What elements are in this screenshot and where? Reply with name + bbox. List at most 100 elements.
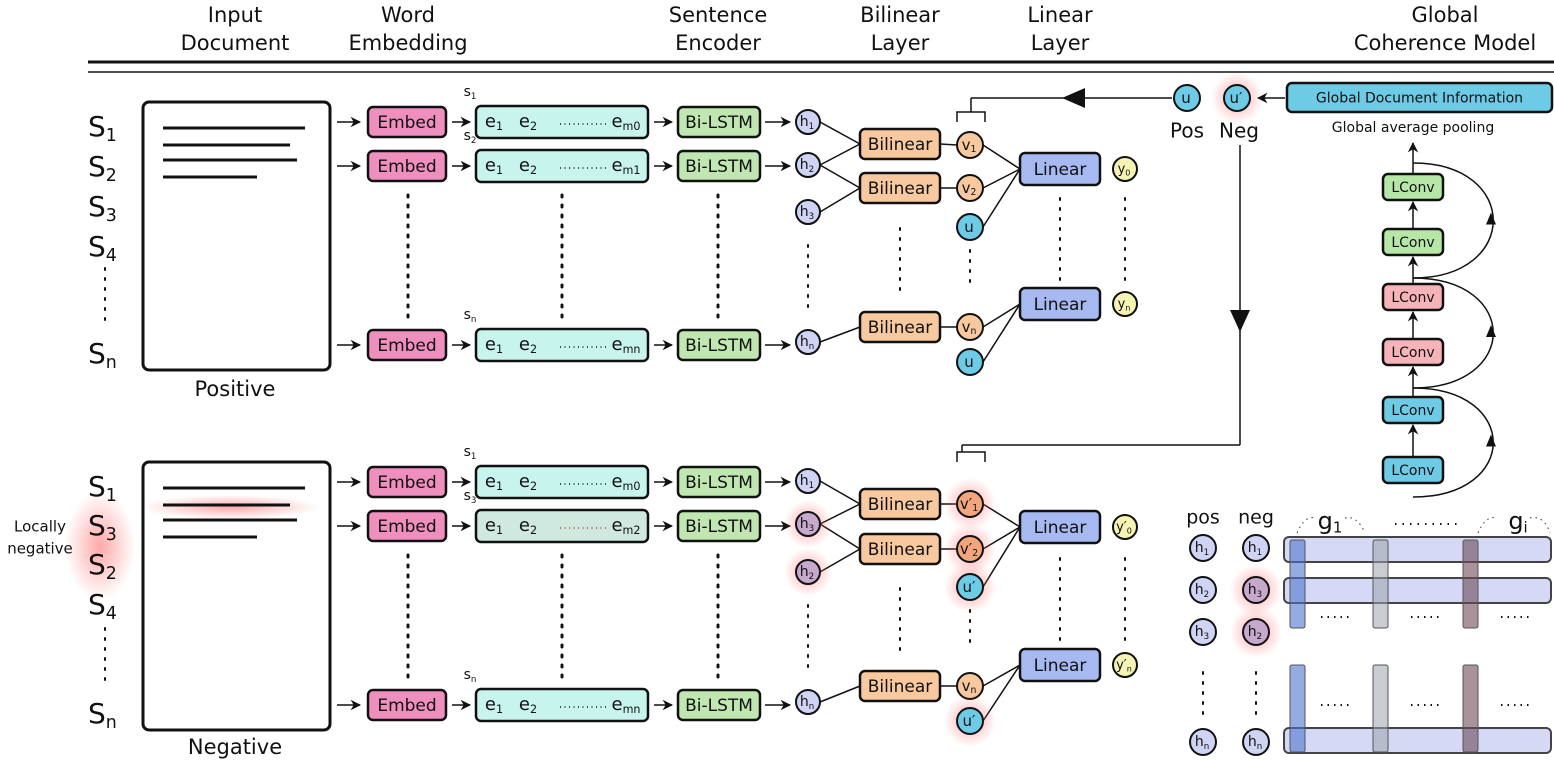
- negative-local-negative-glow: [65, 491, 135, 601]
- column-header-3-line-0: Bilinear: [860, 3, 940, 27]
- positive-v-node-label: v2: [962, 179, 977, 198]
- negative-token-e2-base: e: [519, 515, 530, 536]
- positive-token-em-base: e: [611, 155, 622, 176]
- lconv-box-1: LConv: [1381, 227, 1445, 257]
- positive-v-node: [956, 174, 984, 202]
- negative-v-node-label: v′1: [960, 495, 978, 514]
- positive-token-e2-subscript: 2: [530, 164, 537, 177]
- neg-hidden-node-label-base: h: [1248, 734, 1257, 750]
- feature-row-bar: [1283, 727, 1552, 754]
- negative-v-node-label-base: u′: [963, 578, 977, 596]
- negative-embed-box: Embed: [366, 509, 448, 543]
- positive-hidden-node-label-subscript: 3: [809, 211, 815, 221]
- positive-token-em-subscript: m0: [623, 120, 641, 133]
- group-g1-label-base: g: [1318, 507, 1333, 535]
- positive-sentence-tag: s1: [464, 84, 477, 101]
- positive-token-em-base: e: [611, 334, 622, 355]
- negative-token-e2-subscript: 2: [530, 703, 537, 716]
- negative-output-node: [1112, 514, 1138, 540]
- positive-sentence-tag: s2: [464, 128, 477, 145]
- positive-bilstm-box: Bi-LSTM: [676, 149, 762, 183]
- negative-bilstm-box-label: Bi-LSTM: [685, 696, 753, 716]
- pos-global-node-label: u: [1181, 89, 1191, 107]
- pos-hidden-node-label-subscript: 2: [1204, 589, 1210, 599]
- negative-embed-box-box: [366, 465, 448, 499]
- global-document-information-box: Global Document Information: [1285, 81, 1554, 114]
- positive-bilstm-box-label: Bi-LSTM: [685, 157, 753, 177]
- lconv-box-3-label: LConv: [1391, 345, 1434, 361]
- positive-v-node-label-base: v: [962, 136, 971, 154]
- negative-output-node-label-subscript: 0: [1127, 526, 1132, 535]
- skip-arrow-icon: [1486, 434, 1496, 447]
- positive-sentence-0: S1: [88, 110, 117, 146]
- negative-linear-box-label: Linear: [1034, 656, 1087, 676]
- negative-bilinear-box-label: Bilinear: [868, 495, 932, 515]
- positive-embed-box-label: Embed: [377, 157, 436, 177]
- positive-sentence-4: Sn: [88, 337, 117, 373]
- neg-hidden-node-label-subscript: 1: [1257, 547, 1263, 557]
- negative-bilinear-box: Bilinear: [858, 669, 942, 703]
- positive-token-e2-base: e: [519, 155, 530, 176]
- positive-sentence-2-subscript: 3: [106, 206, 117, 226]
- negative-bilinear-box-label: Bilinear: [868, 540, 932, 560]
- positive-v-linear-edge: [982, 303, 1021, 328]
- lconv-box-2-label: LConv: [1391, 290, 1434, 306]
- positive-embed-box-box: [366, 328, 448, 362]
- negative-bilstm-box-label: Bi-LSTM: [685, 517, 753, 537]
- positive-sentence-tag-subscript: 1: [471, 91, 477, 101]
- group-g1-label: g1: [1318, 507, 1343, 537]
- positive-v-node-label-subscript: 2: [970, 187, 976, 198]
- positive-sequence-box-box: [474, 148, 650, 184]
- neg-hidden-node-label-subscript: n: [1257, 741, 1263, 751]
- positive-token-e1: e1: [485, 155, 503, 177]
- column-header-1-line-0: Word: [381, 3, 435, 27]
- positive-bilstm-box-box: [676, 328, 762, 362]
- negative-v-node-label-base: v′: [960, 540, 973, 558]
- pos-hidden-node-label: h1: [1195, 540, 1209, 557]
- positive-token-e2-base: e: [519, 334, 530, 355]
- positive-v-node: [956, 213, 984, 241]
- negative-hidden-node-label-base: h: [800, 473, 809, 489]
- positive-bilstm-box-label: Bi-LSTM: [685, 113, 753, 133]
- positive-v-node-label: vn: [962, 318, 977, 337]
- positive-bilinear-box-label: Bilinear: [868, 179, 932, 199]
- positive-hidden-node: [795, 199, 821, 225]
- convolution-window-bar: [1289, 664, 1306, 753]
- positive-token-em-base: e: [611, 111, 622, 132]
- negative-sentence-4-subscript: n: [106, 713, 117, 733]
- positive-sentence-3: S4: [88, 230, 117, 266]
- positive-token-e1: e1: [485, 111, 503, 133]
- negative-token-em-subscript: mn: [623, 703, 641, 716]
- negative-token-e1: e1: [485, 515, 503, 537]
- neg-global-node-label-base: u′: [1230, 89, 1244, 107]
- negative-token-e1: e1: [485, 471, 503, 493]
- neg-hidden-node-label: h2: [1248, 624, 1262, 641]
- negative-embed-box-label: Embed: [377, 517, 436, 537]
- negative-embed-box: Embed: [366, 688, 448, 722]
- negative-sequence-box: [474, 508, 650, 544]
- positive-output-node: [1112, 156, 1138, 182]
- neg-label: Neg: [1219, 119, 1259, 143]
- negative-sentence-tag-base: s: [464, 488, 471, 504]
- positive-token-e2: e2: [519, 155, 537, 177]
- negative-sentence-1-subscript: 3: [106, 525, 117, 545]
- neg-global-node: [1223, 84, 1251, 112]
- positive-document: [141, 100, 332, 372]
- pos-hidden-node: [1189, 618, 1217, 646]
- negative-v-node-label: u′: [963, 578, 977, 596]
- positive-bilinear-box: Bilinear: [858, 310, 942, 344]
- positive-token-em-subscript: m1: [623, 164, 641, 177]
- negative-output-node: [1112, 652, 1138, 678]
- column-header-5-line-1: Coherence Model: [1354, 31, 1536, 55]
- positive-bilstm-box-label: Bi-LSTM: [685, 336, 753, 356]
- positive-sentence-4-subscript: n: [106, 353, 117, 373]
- positive-sentence-0-subscript: 1: [106, 126, 117, 146]
- positive-token-e1-base: e: [485, 334, 496, 355]
- positive-linear-box: Linear: [1018, 151, 1102, 187]
- negative-v-node-label-subscript: 2: [972, 548, 978, 559]
- lconv-box-0: LConv: [1381, 172, 1445, 202]
- negative-output-node-label: y′0: [1116, 520, 1132, 536]
- pos-hidden-node-label: hn: [1195, 734, 1209, 751]
- negative-hidden-node: [795, 559, 821, 585]
- negative-linear-box-box: [1018, 647, 1102, 683]
